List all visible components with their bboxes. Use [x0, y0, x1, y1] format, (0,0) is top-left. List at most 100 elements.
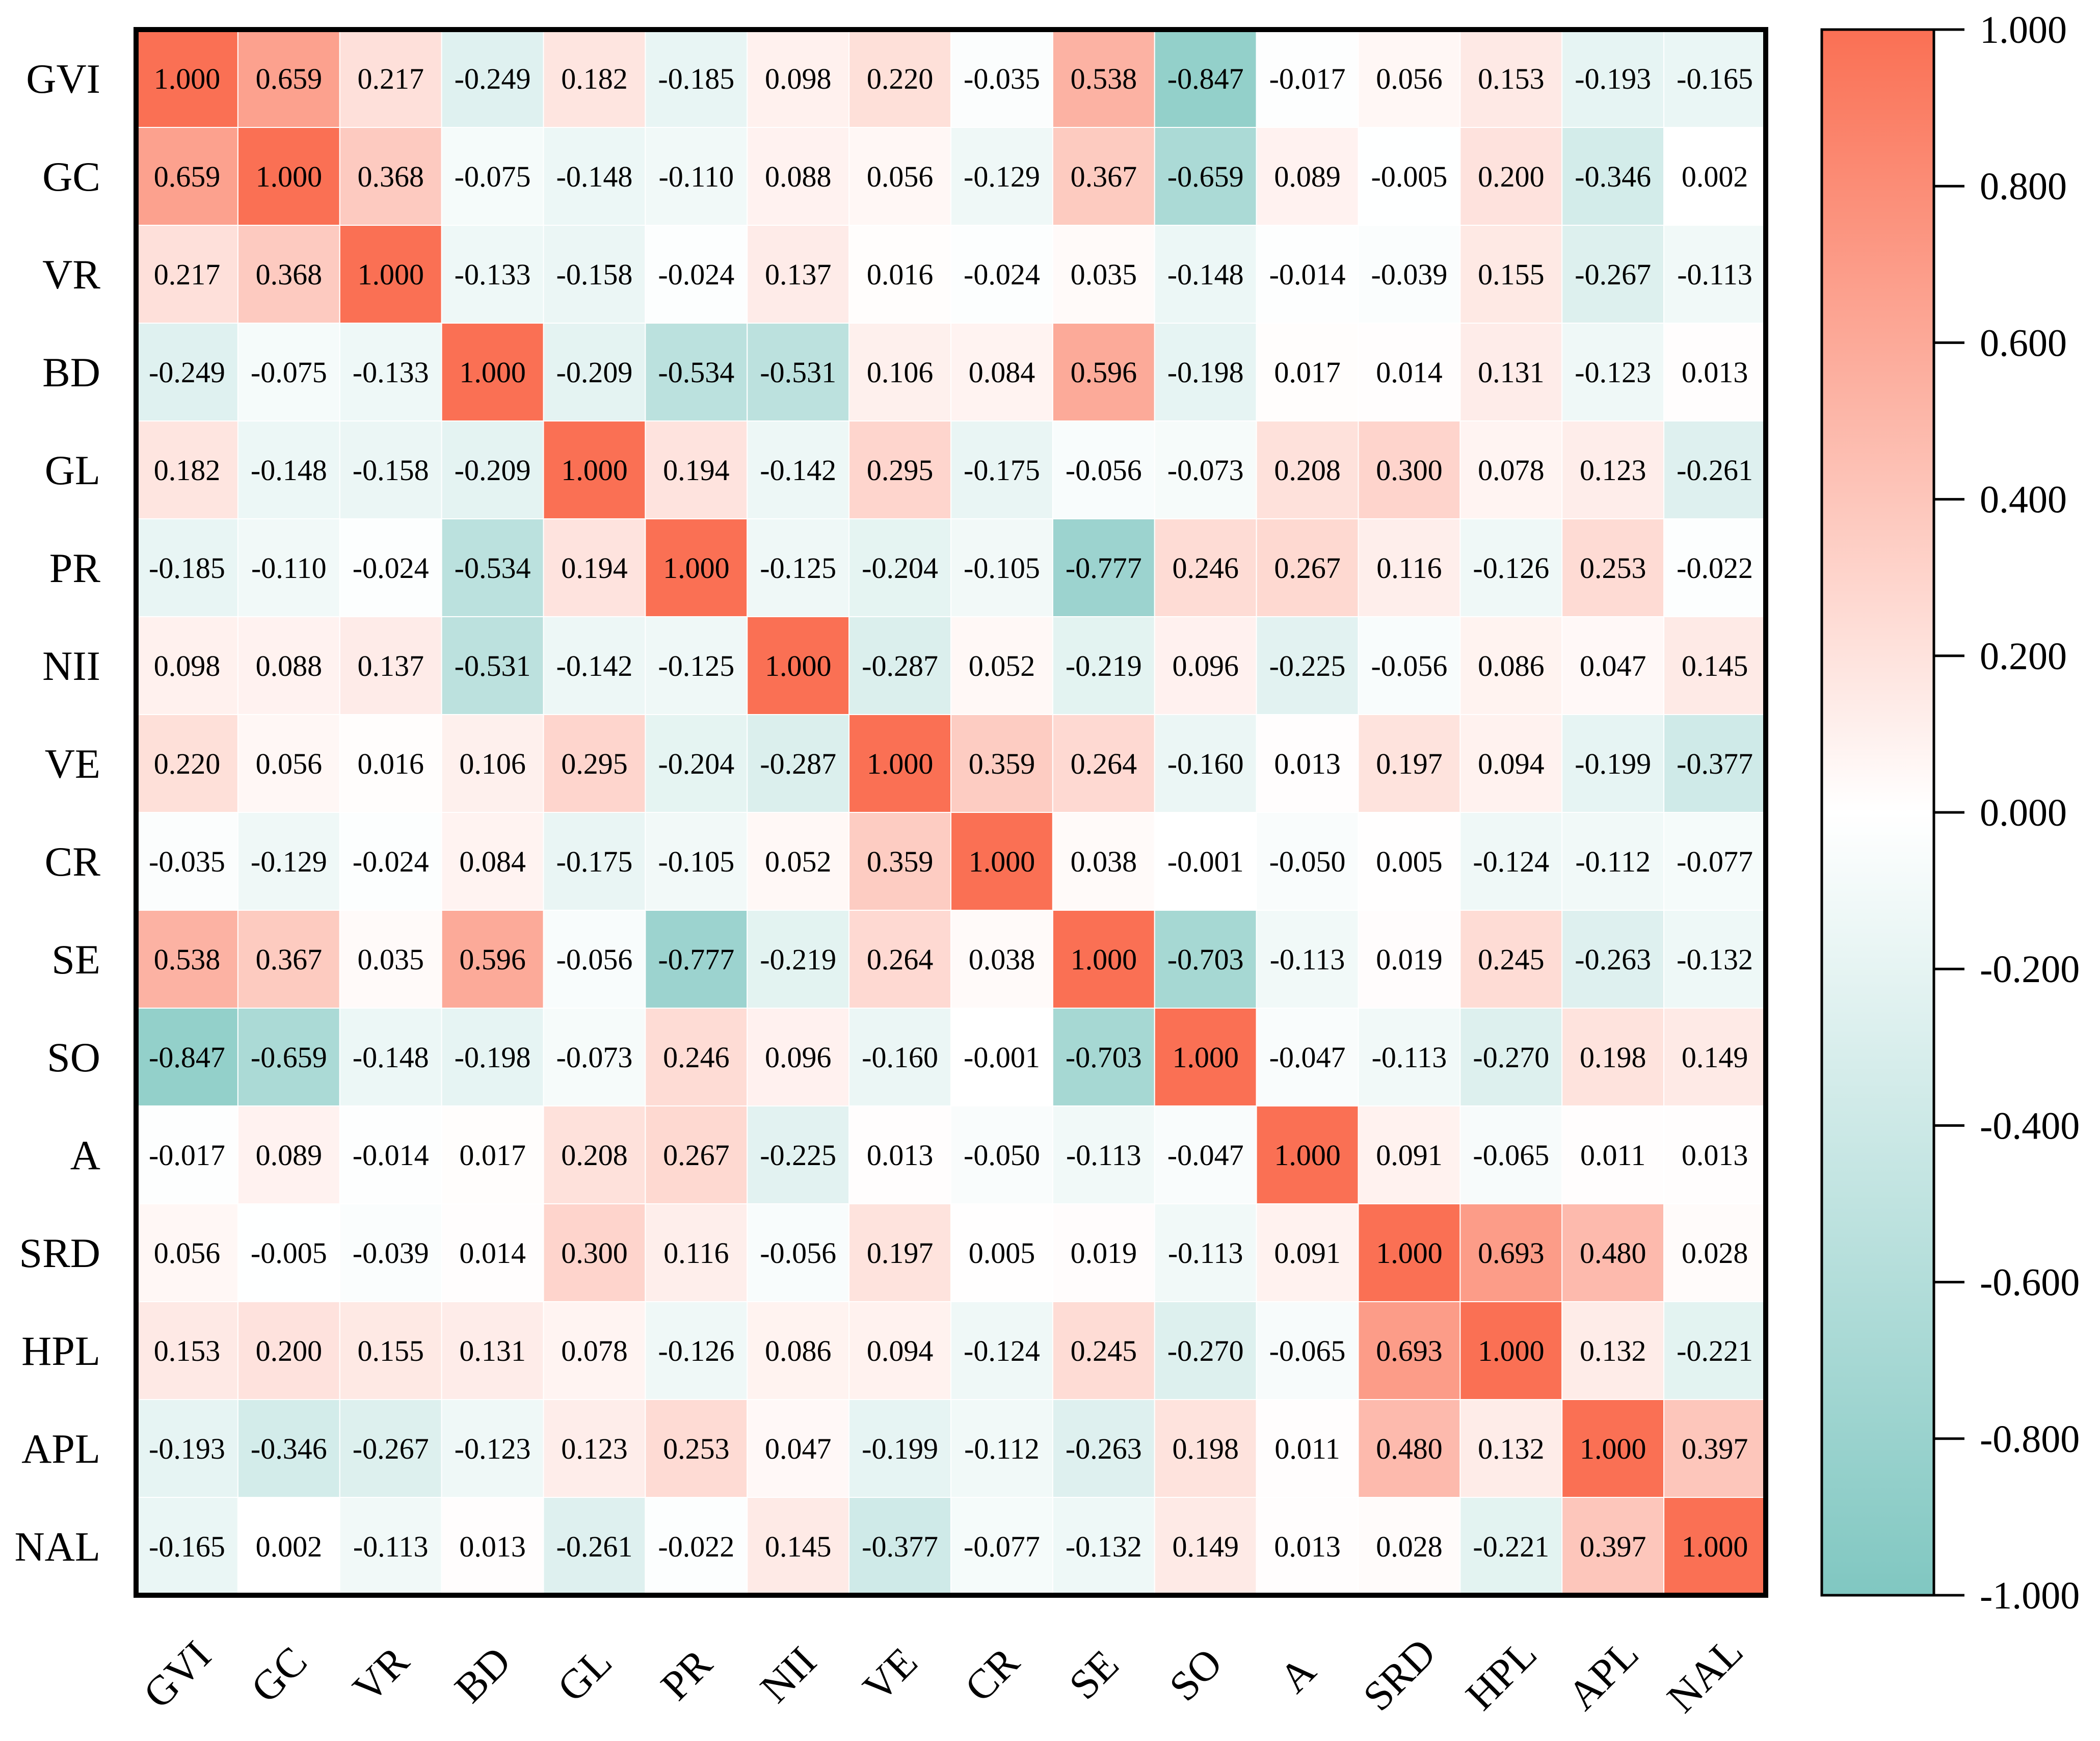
heatmap-cell — [848, 420, 951, 519]
heatmap-cell — [237, 127, 340, 226]
heatmap-cell — [1154, 225, 1257, 324]
heatmap-cell — [339, 420, 442, 519]
heatmap-cell — [747, 518, 850, 617]
heatmap-cell-value: -0.132 — [1677, 943, 1753, 976]
heatmap-cell-value: 0.359 — [969, 747, 1035, 780]
heatmap-cell — [1256, 1301, 1359, 1400]
heatmap-cell-value: -0.209 — [455, 454, 531, 487]
heatmap-cell-value: -0.659 — [251, 1041, 327, 1074]
heatmap-cell — [747, 1008, 850, 1106]
heatmap-cell — [645, 518, 748, 617]
heatmap-cell-value: -0.024 — [353, 551, 429, 585]
heatmap-cell-value: 0.035 — [357, 943, 424, 976]
heatmap-cell — [848, 225, 951, 324]
heatmap-cell-value: -0.124 — [964, 1334, 1040, 1367]
heatmap-cell — [441, 1008, 544, 1106]
heatmap-cell-value: -0.175 — [556, 845, 633, 878]
heatmap-cell — [1663, 323, 1766, 421]
column-label-gl: GL — [548, 1639, 621, 1711]
heatmap-cell — [1358, 714, 1461, 813]
heatmap-cell-value: -0.056 — [1066, 454, 1142, 487]
heatmap-cell-value: 1.000 — [459, 356, 526, 389]
heatmap-cell — [1358, 1399, 1461, 1498]
heatmap-cell — [136, 910, 238, 1009]
heatmap-cell — [950, 518, 1053, 617]
heatmap-cell-value: 0.397 — [1580, 1530, 1646, 1563]
heatmap-cell — [1154, 616, 1257, 715]
heatmap-cell — [1663, 714, 1766, 813]
heatmap-cell-value: -0.017 — [1269, 62, 1346, 95]
heatmap-cell-value: 0.194 — [561, 551, 628, 585]
heatmap-cell-value: 0.123 — [561, 1432, 628, 1465]
heatmap-cell — [1663, 1399, 1766, 1498]
heatmap-cell-value: 0.056 — [867, 160, 934, 193]
heatmap-cell — [1256, 616, 1359, 715]
heatmap-cell-value: -0.160 — [1167, 747, 1244, 780]
heatmap-cell-value: 0.088 — [256, 649, 323, 682]
heatmap-cell-value: 0.198 — [1172, 1432, 1239, 1465]
heatmap-cell — [848, 1008, 951, 1106]
heatmap-cell-value: 0.367 — [1071, 160, 1137, 193]
row-label-hpl: HPL — [21, 1328, 100, 1374]
heatmap-cell-value: 0.091 — [1376, 1139, 1443, 1172]
heatmap-cell-value: -0.199 — [862, 1432, 938, 1465]
heatmap-cell-value: -0.132 — [1066, 1530, 1142, 1563]
heatmap-cell-value: 0.013 — [867, 1139, 934, 1172]
heatmap-cell — [543, 127, 646, 226]
heatmap-cell — [1459, 1203, 1563, 1302]
heatmap-cell — [441, 1399, 544, 1498]
heatmap-cell-value: -0.112 — [964, 1432, 1040, 1465]
heatmap-cell-value: -0.039 — [353, 1236, 429, 1270]
heatmap-cell — [1154, 1497, 1257, 1596]
heatmap-cell-value: -0.123 — [1575, 356, 1651, 389]
heatmap-cell — [136, 323, 238, 421]
heatmap-cell — [543, 1399, 646, 1498]
heatmap-cell — [1459, 616, 1563, 715]
heatmap-cell — [1052, 616, 1155, 715]
heatmap-cell — [1663, 910, 1766, 1009]
heatmap-cell-value: 0.245 — [1478, 943, 1545, 976]
heatmap-cell-value: 0.397 — [1682, 1432, 1748, 1465]
heatmap-cell-value: -0.160 — [862, 1041, 938, 1074]
heatmap-cell — [1561, 1301, 1665, 1400]
heatmap-cell-value: 0.002 — [256, 1530, 323, 1563]
heatmap-cell-value: -0.158 — [353, 454, 429, 487]
heatmap-cell — [136, 616, 238, 715]
heatmap-cell-value: 0.078 — [561, 1334, 628, 1367]
heatmap-cell-value: 0.017 — [1274, 356, 1341, 389]
heatmap-cell-value: -0.148 — [556, 160, 633, 193]
heatmap-cell — [645, 616, 748, 715]
heatmap-cell-value: -0.124 — [1473, 845, 1549, 878]
heatmap-cell — [339, 812, 442, 911]
colorbar — [1820, 28, 1935, 1597]
heatmap-cell — [645, 1301, 748, 1400]
heatmap-cell-value: 1.000 — [969, 845, 1035, 878]
heatmap-cell-value: 0.295 — [867, 454, 934, 487]
heatmap-cell-value: 1.000 — [561, 454, 628, 487]
heatmap-cell-value: -0.847 — [149, 1041, 225, 1074]
heatmap-cell — [848, 910, 951, 1009]
heatmap-cell — [848, 1301, 951, 1400]
heatmap-cell — [848, 29, 951, 128]
heatmap-cell — [1459, 812, 1563, 911]
heatmap-cell-value: 0.002 — [1682, 160, 1748, 193]
heatmap-cell-value: -0.073 — [556, 1041, 633, 1074]
column-label-apl: APL — [1559, 1630, 1647, 1719]
heatmap-cell-value: 0.149 — [1682, 1041, 1748, 1074]
heatmap-cell-value: 0.005 — [969, 1236, 1035, 1270]
heatmap-cell-value: -0.777 — [1066, 551, 1142, 585]
heatmap-cell-value: -0.129 — [251, 845, 327, 878]
heatmap-cell-value: -0.221 — [1677, 1334, 1753, 1367]
heatmap-cell-value: -0.125 — [760, 551, 836, 585]
heatmap-cell-value: 0.013 — [1682, 1139, 1748, 1172]
heatmap-cell — [747, 714, 850, 813]
heatmap-cell — [1358, 910, 1461, 1009]
colorbar-tick-label: -0.400 — [1980, 1104, 2080, 1147]
heatmap-cell-value: -0.110 — [251, 551, 327, 585]
heatmap-cell-value: 0.056 — [1376, 62, 1443, 95]
column-label-se: SE — [1060, 1641, 1127, 1708]
heatmap-cell — [1459, 714, 1563, 813]
heatmap-cell-value: 1.000 — [1274, 1139, 1341, 1172]
heatmap-cell-value: 0.088 — [765, 160, 832, 193]
heatmap-cell-value: 0.267 — [663, 1139, 730, 1172]
